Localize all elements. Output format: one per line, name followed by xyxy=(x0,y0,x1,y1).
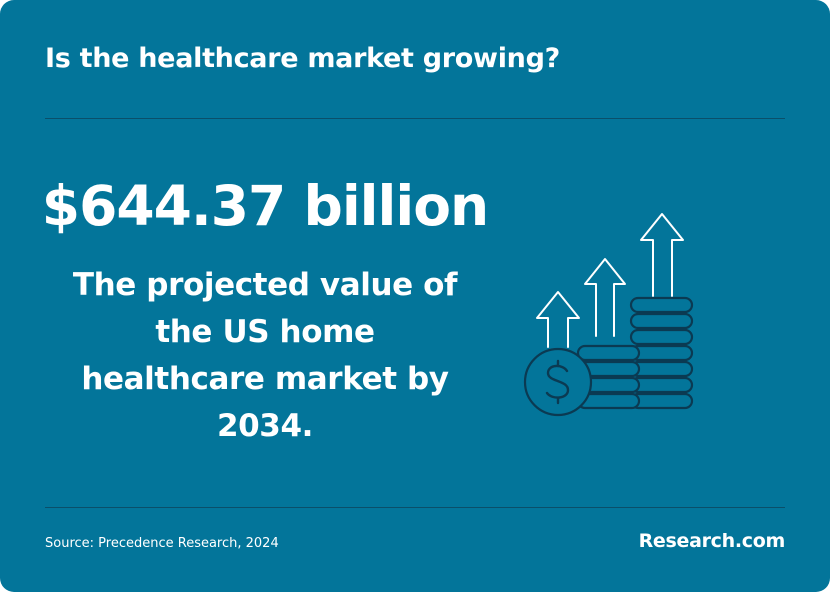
arrow-right-icon xyxy=(640,213,684,297)
bottom-divider xyxy=(45,507,785,508)
stat-description: The projected value of the US home healt… xyxy=(72,267,458,444)
brand-logo: Research.com xyxy=(638,530,786,552)
coin-stack-middle-icon xyxy=(576,344,641,410)
stat-value: $644.37 billion xyxy=(41,174,489,238)
coin-stack-right-icon xyxy=(629,296,694,410)
source-citation: Source: Precedence Research, 2024 xyxy=(45,536,279,551)
arrow-left-icon xyxy=(536,291,580,348)
arrow-middle-icon xyxy=(584,258,626,337)
top-divider xyxy=(45,118,785,119)
coin-stacks-growth-arrows-icon xyxy=(523,213,694,417)
page-title: Is the healthcare market growing? xyxy=(45,43,560,74)
dollar-coin-icon xyxy=(523,347,593,417)
